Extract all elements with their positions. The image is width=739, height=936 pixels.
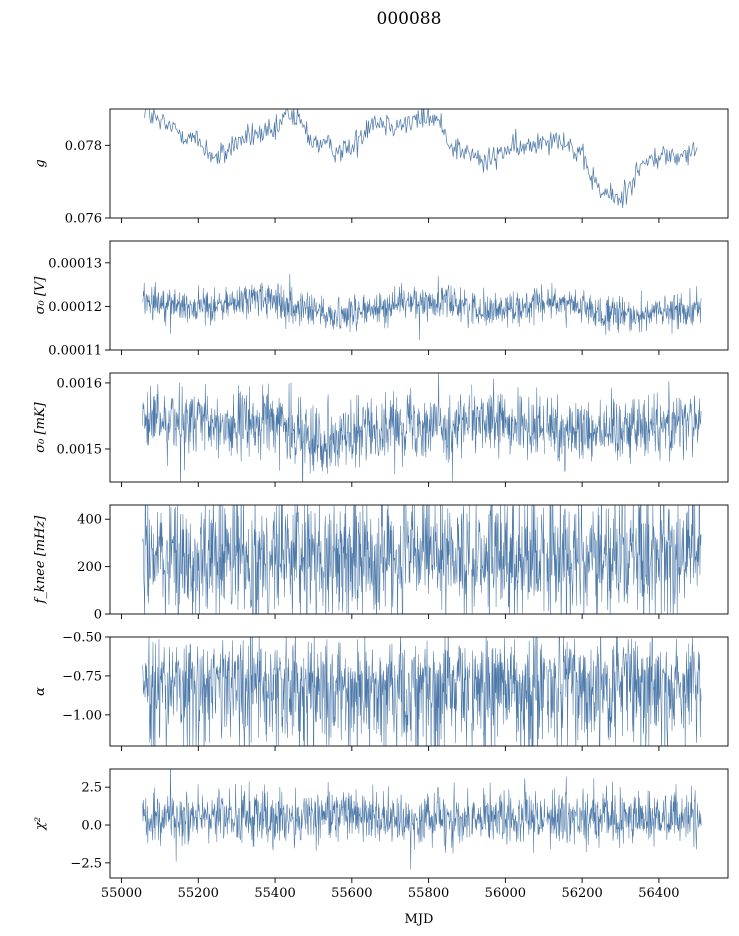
y-axis-label-6: χ² <box>33 817 48 831</box>
y-axis-label-2: σ₀ [V] <box>33 276 48 315</box>
figure-title: 000088 <box>377 9 442 29</box>
y-tick-label: 0.00012 <box>48 300 102 315</box>
y-axis-label-4: f_knee [mHz] <box>33 515 48 605</box>
y-tick-label: 0.0016 <box>57 376 103 391</box>
y-tick-label: 400 <box>77 513 102 528</box>
y-tick-label: 0 <box>94 608 102 623</box>
y-tick-label: 0.00011 <box>48 344 102 359</box>
y-tick-label: −0.50 <box>62 631 102 646</box>
x-tick-label: 56000 <box>485 886 526 901</box>
x-tick-label: 55200 <box>178 886 219 901</box>
axes-frame-3 <box>109 372 729 483</box>
y-tick-label: 2.5 <box>81 781 102 796</box>
x-tick-label: 55400 <box>254 886 295 901</box>
y-tick-label: −1.00 <box>62 708 102 723</box>
y-tick-label: 0.00013 <box>48 256 102 271</box>
panel-1: 0.076 0.078 g <box>33 108 729 227</box>
x-tick-label: 56200 <box>561 886 602 901</box>
x-tick-label: 55000 <box>101 886 142 901</box>
y-tick-label: 0.0 <box>81 819 102 834</box>
y-tick-label: −0.75 <box>62 669 102 684</box>
series-line-4 <box>142 505 702 614</box>
x-tick-label: 55600 <box>331 886 372 901</box>
y-tick-label: 200 <box>77 560 102 575</box>
series-line-6 <box>142 769 702 870</box>
axes-frame-1 <box>109 108 729 219</box>
x-tick-label: 56400 <box>638 886 679 901</box>
panel-4: 0 200 400 f_knee [mHz] <box>33 504 729 623</box>
x-axis-label: MJD <box>405 912 434 927</box>
panel-6: 55000 55200 55400 55600 55800 56000 56200 56400… <box>33 768 729 901</box>
panel-5: −1.00 −0.75 −0.50 α <box>33 631 729 751</box>
series-line-5 <box>142 637 702 746</box>
y-axis-label-5: α <box>33 687 48 696</box>
axes-frame-5 <box>109 636 729 747</box>
x-tick-label: 55800 <box>408 886 449 901</box>
y-tick-label: −2.5 <box>70 856 102 871</box>
series-line-2 <box>142 273 702 341</box>
y-tick-label: 0.076 <box>65 212 102 227</box>
y-axis-label-3: σ₀ [mK] <box>33 401 48 452</box>
axes-frame-2 <box>109 240 729 351</box>
panel-3: 0.0015 0.0016 σ₀ [mK] <box>33 372 729 487</box>
series-line-3 <box>142 373 702 482</box>
y-tick-label: 0.0015 <box>57 442 103 457</box>
y-tick-label: 0.078 <box>65 139 102 154</box>
series-line-1 <box>144 109 698 208</box>
axes-frame-4 <box>109 504 729 615</box>
axes-frame-6 <box>109 768 729 879</box>
y-axis-label-1: g <box>33 159 48 167</box>
